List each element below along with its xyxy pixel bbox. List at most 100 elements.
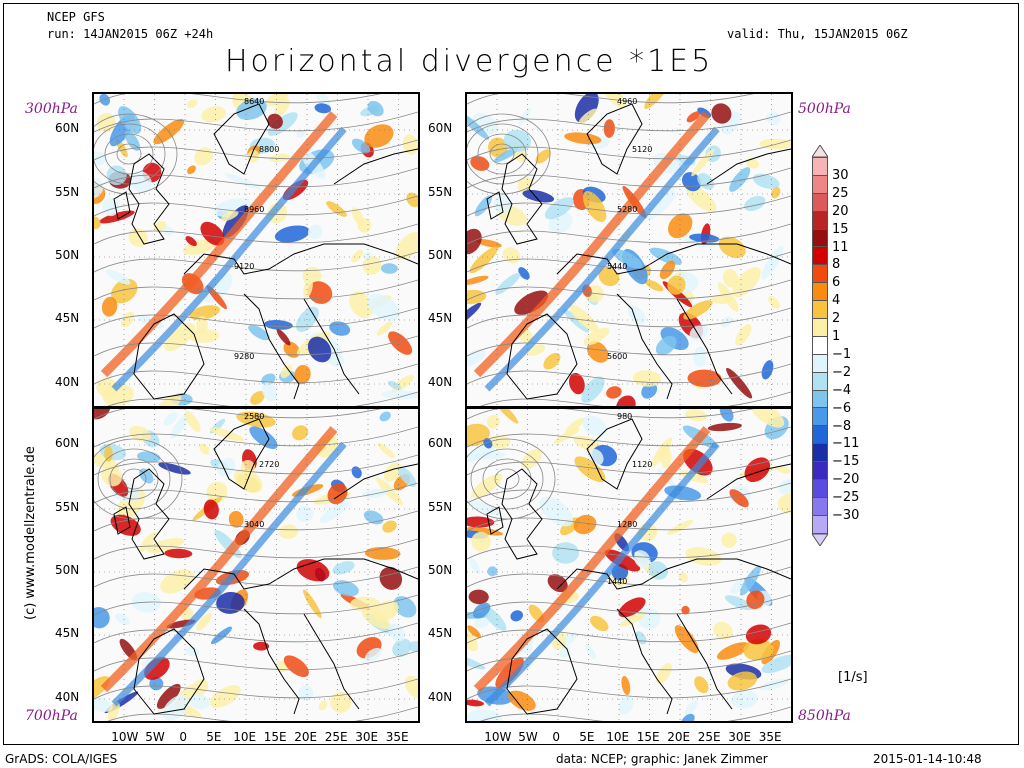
legend-swatch: [812, 480, 828, 498]
legend-label: 2: [832, 311, 841, 327]
divergence-blob: [111, 278, 138, 304]
divergence-blob: [723, 268, 739, 288]
contour-label: 4960: [617, 97, 637, 106]
lon-label: 25E: [697, 730, 721, 744]
divergence-blob: [510, 610, 523, 622]
lon-label: 10W: [111, 730, 139, 744]
divergence-blob: [775, 466, 791, 474]
divergence-blob: [351, 249, 364, 263]
divergence-blob: [681, 605, 690, 615]
divergence-blob: [744, 457, 771, 483]
divergence-blob: [707, 422, 742, 432]
divergence-blob: [467, 275, 489, 286]
low-contour: [467, 123, 539, 185]
divergence-blob: [586, 341, 609, 363]
lat-label: 50N: [55, 248, 80, 262]
divergence-blob: [573, 514, 597, 535]
lon-label: 5E: [206, 730, 222, 744]
divergence-blob: [329, 321, 351, 336]
divergence-blob: [382, 520, 397, 533]
divergence-blob: [770, 187, 781, 199]
lon-label: 0: [179, 730, 188, 744]
low-contour: [109, 458, 159, 500]
contour-label: 8960: [244, 205, 264, 214]
coastline: [586, 103, 643, 175]
coastline: [133, 313, 205, 400]
lat-label: 50N: [55, 563, 80, 577]
divergence-blob: [635, 631, 647, 645]
divergence-blob: [99, 94, 111, 106]
height-contour: [94, 538, 418, 560]
divergence-blob: [668, 213, 693, 239]
divergence-blob: [196, 316, 208, 335]
divergence-blob: [200, 221, 225, 246]
divergence-blob: [745, 157, 760, 169]
divergence-blob: [303, 279, 313, 299]
height-contour: [467, 167, 791, 189]
divergence-blob: [377, 442, 395, 458]
contour-label: 5120: [632, 145, 652, 154]
legend-label: 30: [832, 167, 849, 183]
level-label-300: 300hPa: [25, 101, 78, 117]
map-field: 2580 2720 3040: [94, 409, 418, 721]
divergence-blob: [101, 465, 123, 487]
divergence-band: [100, 426, 338, 693]
divergence-blob: [467, 709, 503, 721]
map-field: 980 1120 1280 1440: [467, 409, 791, 721]
lat-label: 50N: [428, 248, 453, 262]
divergence-blob: [578, 108, 597, 124]
lon-label: 15E: [636, 730, 660, 744]
divergence-blob: [393, 596, 417, 618]
divergence-blob: [469, 246, 498, 274]
coastline: [213, 103, 270, 175]
divergence-blob: [563, 308, 590, 333]
divergence-blob: [351, 207, 364, 226]
divergence-blob: [469, 557, 481, 574]
divergence-blob: [693, 346, 707, 368]
divergence-blob: [170, 413, 190, 439]
divergence-blob: [307, 224, 323, 240]
lon-label: 0: [552, 730, 561, 744]
divergence-blob: [683, 300, 713, 320]
divergence-blob: [649, 247, 682, 265]
divergence-blob: [655, 335, 677, 356]
height-contour: [94, 426, 418, 448]
divergence-blob: [261, 381, 277, 402]
divergence-blob: [350, 596, 381, 612]
divergence-blob: [404, 675, 418, 700]
legend-swatch: [812, 354, 828, 373]
divergence-blob: [606, 386, 622, 399]
height-contour: [94, 195, 418, 217]
height-contour: [107, 706, 418, 721]
divergence-blob: [407, 641, 418, 652]
lon-label: 10E: [606, 730, 630, 744]
divergence-blob: [280, 364, 293, 379]
legend-label: −30: [832, 508, 860, 523]
divergence-blob: [101, 296, 118, 317]
divergence-blob: [641, 382, 658, 399]
divergence-blob: [745, 624, 772, 645]
divergence-blob: [564, 132, 602, 145]
low-contour: [94, 123, 166, 185]
divergence-blob: [495, 272, 521, 295]
divergence-blob: [761, 246, 784, 280]
divergence-blob: [659, 260, 676, 280]
divergence-blob: [222, 205, 249, 238]
lon-label: 25E: [324, 730, 348, 744]
divergence-blob: [467, 627, 478, 652]
divergence-blob: [189, 305, 220, 320]
footer-center: data: NCEP; graphic: Janek Zimmer: [556, 752, 768, 766]
divergence-blob: [184, 410, 201, 433]
divergence-blob: [667, 519, 694, 535]
divergence-blob: [373, 600, 399, 622]
divergence-blob: [110, 514, 141, 536]
divergence-blob: [203, 272, 233, 303]
divergence-blob: [750, 409, 785, 428]
divergence-blob: [759, 678, 789, 691]
legend-swatch: [812, 175, 828, 194]
coastline: [113, 191, 131, 220]
divergence-blob: [467, 516, 495, 528]
credit-vertical: (c) www.modellzentrale.de: [23, 446, 38, 620]
divergence-blob: [740, 565, 761, 596]
legend-label: −11: [832, 436, 860, 452]
